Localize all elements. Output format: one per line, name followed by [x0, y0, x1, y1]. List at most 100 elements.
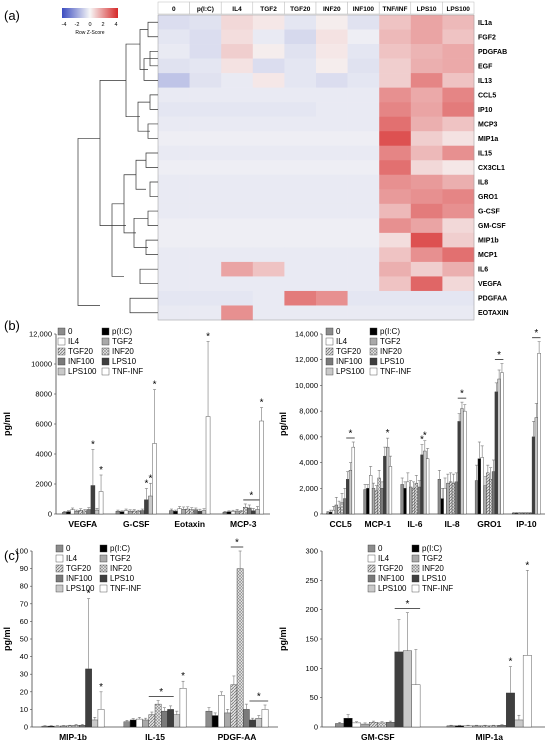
bar-tgf2-ip-10	[520, 513, 524, 515]
heatmap-cell	[221, 160, 254, 176]
heatmap-cell	[379, 218, 412, 234]
significance-marker: *	[249, 490, 253, 501]
heatmap-cell	[284, 87, 317, 103]
bar-lps100-mip-1a	[514, 719, 524, 728]
heatmap-cell	[442, 305, 475, 321]
bar-tgf20-mcp-1	[374, 490, 378, 515]
bar-il4-mcp-1	[369, 475, 373, 515]
heatmap-cell	[158, 29, 190, 45]
bar-lps10-mcp-3	[251, 510, 256, 515]
heatmap-cell	[410, 290, 443, 306]
heatmap-cell	[158, 174, 190, 190]
significance-marker: *	[91, 440, 95, 451]
legend-label-inf100: INF100	[336, 357, 363, 366]
bar-lps100-il-8	[460, 408, 464, 515]
heatmap-cell	[252, 232, 285, 248]
bar-tgf2-il-6	[409, 486, 413, 515]
legend: 0 p(I:C) IL4 TGF2 TGF20 INF20 INF100 LPS10 LPS10…	[57, 327, 143, 376]
heatmap-cell	[189, 29, 222, 45]
y-tick-label: 12,000	[295, 355, 318, 364]
heatmap-cell	[252, 73, 285, 88]
dendrogram-link	[139, 268, 158, 285]
heatmap-row-label-mcp1: MCP1	[478, 252, 498, 259]
legend-label-inf100: INF100	[66, 574, 93, 583]
heatmap-cell	[347, 174, 380, 190]
legend-label-inf20: INF20	[422, 564, 444, 573]
y-tick-label: 10	[20, 705, 28, 714]
heatmap-cell	[442, 232, 475, 248]
bar-p-i-c-vegfa	[66, 511, 71, 515]
heatmap-cell	[221, 29, 254, 45]
heatmap-cell	[316, 145, 348, 161]
bar-inf100-mcp-3	[247, 507, 252, 515]
legend-swatch-tnf-inf	[99, 584, 108, 593]
bar-lps10-ccl5	[346, 479, 350, 515]
heatmap-cell	[316, 131, 348, 147]
legend-label-lps10: LPS10	[110, 574, 135, 583]
legend-label-inf20: INF20	[380, 347, 402, 356]
heatmap-cell	[442, 160, 475, 176]
bar-lps10-il-15	[167, 709, 174, 728]
legend-swatch-tgf20	[367, 564, 376, 573]
legend-swatch-lps10	[101, 357, 110, 366]
heatmap-cell	[410, 203, 443, 219]
legend-swatch-tgf2	[411, 554, 420, 563]
bar-tgf20-il-6	[411, 488, 416, 515]
bar-il4-mip-1b	[54, 725, 61, 728]
heatmap-cell	[284, 247, 317, 263]
heatmap-cell	[158, 247, 190, 263]
bar-lps10-mcp-1	[383, 455, 387, 515]
heatmap-cell	[410, 276, 443, 292]
heatmap-cell	[252, 87, 285, 103]
y-tick-label: 100	[305, 664, 318, 673]
colorbar-tick: 0	[88, 22, 91, 28]
heatmap-cell	[410, 160, 443, 176]
bar-il4-il-15	[136, 718, 143, 728]
legend-label-tgf2: TGF2	[110, 554, 131, 563]
colorbar-tick: -2	[75, 22, 80, 28]
heatmap-cell	[158, 58, 190, 74]
legend-swatch-tnf-inf	[411, 584, 420, 593]
heatmap-cell	[284, 58, 317, 74]
significance-marker: *	[257, 692, 261, 703]
legend-swatch-p-i-c	[411, 544, 420, 553]
heatmap-cell	[442, 102, 475, 117]
bar-chart-b-left: 0 2000 4000 6000 8000 10000 12,000 pg/ml VEGFA G-…	[2, 327, 270, 529]
heatmap-cell	[221, 247, 254, 263]
heatmap-cell	[221, 290, 254, 306]
bar-p-i-c-gm-csf	[343, 718, 353, 728]
bar-inf100-il-6	[417, 486, 421, 515]
bar-inf20-mcp-1	[377, 477, 381, 515]
legend-label-p-i-c: p(I:C)	[112, 327, 132, 336]
heatmap-cell	[284, 116, 317, 132]
heatmap-cell	[252, 15, 285, 30]
legend-label-tgf20: TGF20	[336, 347, 361, 356]
heatmap-cell	[189, 44, 222, 59]
heatmap-cell	[410, 261, 443, 277]
x-tick-label-ccl5: CCL5	[329, 519, 351, 529]
heatmap-cell	[221, 203, 254, 219]
legend-swatch-0	[57, 327, 66, 336]
bar-p-i-c-il-15	[129, 719, 137, 728]
colorbar-tick: 4	[114, 22, 117, 28]
heatmap-cell	[410, 58, 443, 74]
heatmap-cell	[347, 203, 380, 219]
legend-label-tnf-inf: TNF-INF	[110, 584, 141, 593]
heatmap-cell	[221, 174, 254, 190]
heatmap-cell	[284, 232, 317, 248]
y-tick-label: 50	[20, 635, 28, 644]
heatmap-cell	[347, 276, 380, 292]
legend-swatch-lps100	[55, 584, 64, 593]
dendrogram-link	[77, 138, 100, 306]
bar-il4-mip-1a	[463, 725, 473, 728]
bar-p-i-c-mcp-1	[366, 488, 370, 515]
heatmap-cell	[158, 145, 190, 161]
heatmap-cell	[189, 160, 222, 176]
legend-label-0: 0	[68, 327, 73, 336]
significance-marker: *	[159, 687, 163, 698]
heatmap-cell	[379, 44, 412, 59]
bar-inf100-vegfa	[86, 509, 92, 515]
bar-tgf2-il-15	[142, 719, 149, 728]
bar-il4-il-6	[406, 481, 410, 515]
x-tick-label-eotaxin: Eotaxin	[174, 519, 205, 529]
